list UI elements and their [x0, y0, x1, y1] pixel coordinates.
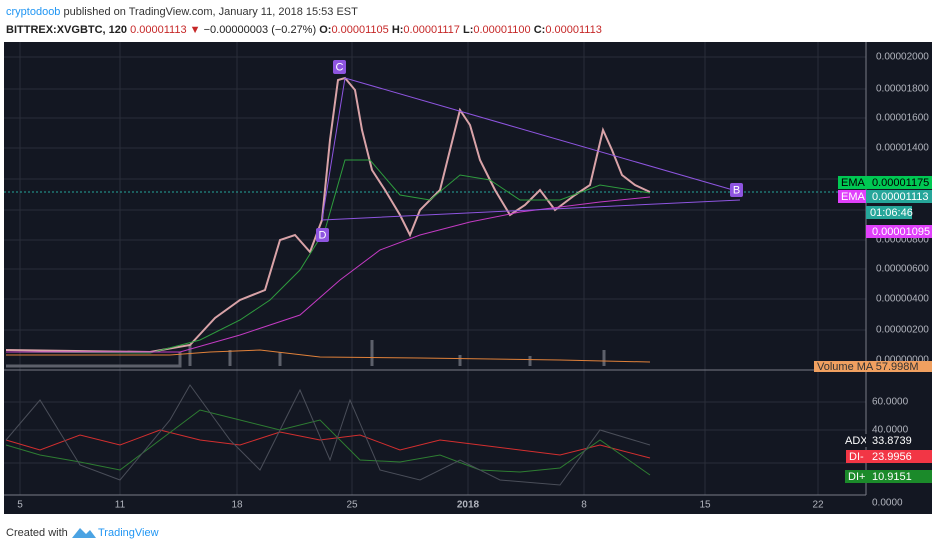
ema-value-bg	[866, 176, 932, 189]
ohlc-value: 0.00001117	[403, 24, 459, 36]
date-tick: 15	[699, 500, 711, 511]
annotation-badge	[316, 228, 329, 242]
di-plus-value-bg	[866, 470, 932, 483]
date-tick: 5	[17, 500, 23, 511]
ema-value: 0.00001175	[872, 177, 929, 189]
ohlc-label: C:	[534, 24, 546, 36]
price-ticks: 0.00002000 0.00001800 0.00001600 0.00001…	[876, 52, 929, 366]
ohlc-value: 0.00001113	[545, 24, 601, 36]
price-tick: 0.00001400	[876, 143, 929, 154]
di-minus-value-bg	[866, 450, 932, 463]
volume	[6, 340, 606, 368]
ema-label: EMA	[841, 191, 866, 203]
ema-label: EMA	[841, 177, 866, 189]
di-minus-tag	[846, 450, 866, 463]
price-tick: 0.00001600	[876, 113, 929, 124]
ema-tag	[838, 190, 866, 203]
di-plus-value: 10.9151	[872, 471, 912, 483]
adx-value-bg	[866, 434, 932, 447]
indicator-tick: 60.0000	[872, 397, 909, 408]
adx-label: ADX	[845, 435, 868, 447]
adx	[5, 384, 651, 486]
change: −0.00000003 (−0.27%)	[204, 24, 317, 36]
di-minus	[5, 429, 651, 459]
last-price-bg	[866, 190, 932, 203]
author[interactable]: cryptodoob	[6, 6, 60, 18]
adx-tag	[842, 434, 866, 447]
annotation: B	[733, 184, 740, 196]
last: 0.00001113	[130, 24, 186, 36]
indicator-tick: 40.0000	[872, 425, 909, 436]
low-badge-bg	[866, 225, 932, 238]
date-tick: 25	[346, 500, 358, 511]
footer-bg	[0, 514, 932, 550]
last-price: 0.00001113	[872, 191, 928, 203]
footer-brand[interactable]: TradingView	[98, 527, 159, 539]
adx-value: 33.8739	[872, 435, 912, 447]
ohlc-label: L:	[463, 24, 473, 36]
published: published on TradingView.com, January 11…	[64, 6, 359, 18]
annotation-badge	[333, 60, 346, 74]
footer-created: Created with	[6, 527, 68, 539]
date-tick: 8	[581, 500, 587, 511]
ema-tag	[838, 176, 866, 189]
countdown: 01:06:46	[870, 207, 913, 219]
price-tick: 0.00000200	[876, 325, 929, 336]
candles	[5, 76, 651, 354]
volume-ma-name: Volume MA	[817, 361, 874, 373]
indicator-tick: 0.0000	[872, 498, 903, 509]
volume-ma-label: Volume MA 57.998M	[817, 361, 919, 373]
di-minus-label: DI-	[849, 451, 864, 463]
volume-ma	[6, 349, 651, 363]
low-badge: 0.00001095	[872, 226, 930, 238]
ohlc-label: O:	[319, 24, 331, 36]
date-tick: 2018	[457, 500, 480, 511]
date-tick: 11	[115, 500, 126, 511]
arrow: ▼	[190, 24, 201, 36]
price-tick: 0.00002000	[876, 52, 929, 63]
date-tick: 18	[231, 500, 243, 511]
di-plus-tag	[845, 470, 866, 483]
price-tick: 0.00000400	[876, 294, 929, 305]
price-tick: 0.00000000	[876, 355, 929, 366]
triangle-pattern	[321, 77, 741, 221]
annotation-badge	[730, 183, 743, 197]
ohlc-value: 0.00001100	[473, 24, 530, 36]
annotation: D	[319, 229, 327, 241]
volume-ma-bg	[814, 361, 932, 372]
annotation: C	[336, 61, 344, 73]
ema-slow	[6, 196, 651, 353]
di-plus	[5, 409, 651, 476]
price-tick: 0.00001800	[876, 84, 929, 95]
price-tick: 0.00000600	[876, 264, 929, 275]
tv-logo	[72, 528, 96, 538]
di-minus-value: 23.9956	[872, 451, 912, 463]
date-tick: 22	[812, 500, 824, 511]
header-line: cryptodoob published on TradingView.com,…	[6, 6, 358, 18]
symbol-line: BITTREX:XVGBTC, 120 0.00001113 ▼ −0.0000…	[6, 24, 602, 36]
ohlc-value: 0.00001105	[331, 24, 388, 36]
ema-fast	[5, 159, 651, 354]
di-plus-label: DI+	[848, 471, 865, 483]
price-tick: 0.00000800	[876, 235, 929, 246]
volume-ma-value: 57.998M	[876, 361, 919, 373]
symbol: BITTREX:XVGBTC, 120	[6, 24, 127, 36]
ohlc-label: H:	[392, 24, 404, 36]
countdown-bg	[866, 206, 912, 219]
